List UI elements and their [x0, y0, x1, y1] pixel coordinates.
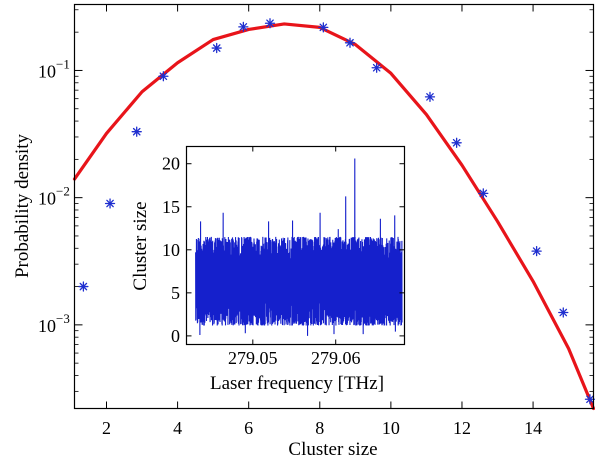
data-point-marker	[424, 91, 436, 103]
data-point-marker	[264, 18, 276, 29]
data-point-marker	[451, 137, 462, 148]
inset-signal-layer	[195, 158, 403, 336]
x-tick-label: 4	[173, 418, 182, 438]
data-point-marker	[238, 21, 249, 33]
data-point-marker	[211, 42, 222, 54]
cluster-size-signal-line	[195, 158, 403, 336]
inset-y-tick-label: 0	[171, 326, 180, 346]
data-point-marker	[318, 22, 329, 33]
inset-y-tick-label: 10	[162, 240, 180, 260]
x-tick-label: 10	[382, 418, 400, 438]
data-point-marker	[558, 307, 569, 318]
main-tick-label-layer: 2 4 6 8 10 12 14 10−3 10−2 10−1	[38, 56, 542, 438]
x-tick-label: 14	[524, 418, 542, 438]
inset-tick-label-layer: 279.05 279.06 0 5 10 15 20	[162, 154, 360, 368]
main-y-axis-label: Probability density	[12, 133, 33, 278]
y-tick-label: 10−1	[38, 56, 70, 81]
main-axes-frame	[73, 3, 595, 410]
x-tick-label: 12	[453, 418, 471, 438]
x-tick-label: 8	[315, 418, 324, 438]
main-x-axis-label: Cluster size	[288, 439, 377, 460]
main-tick-layer	[74, 4, 594, 409]
data-point-marker	[78, 281, 89, 292]
x-tick-label: 6	[244, 418, 253, 438]
data-point-marker	[531, 245, 542, 257]
y-tick-label: 10−3	[38, 311, 70, 336]
inset-tick-layer	[186, 146, 405, 345]
data-point-marker	[371, 62, 382, 73]
inset-y-tick-label: 15	[162, 197, 180, 217]
data-point-marker	[344, 37, 356, 48]
inset-axes-frame	[185, 145, 406, 346]
main-fit-curve-layer	[72, 22, 595, 411]
data-point-marker	[158, 71, 169, 82]
data-point-marker	[478, 188, 489, 199]
data-point-marker	[104, 198, 116, 209]
x-tick-label: 2	[102, 418, 111, 438]
y-tick-label: 10−2	[38, 184, 70, 209]
inset-x-tick-label: 279.06	[311, 348, 361, 368]
inset-y-tick-label: 5	[171, 283, 180, 303]
inset-y-axis-label: Cluster size	[130, 201, 151, 290]
inset-x-axis-label: Laser frequency [THz]	[210, 373, 384, 394]
inset-x-tick-label: 279.05	[228, 348, 278, 368]
data-point-marker	[131, 126, 142, 137]
fit-curve-line	[72, 22, 595, 411]
main-marker-layer	[78, 18, 595, 405]
inset-y-tick-label: 20	[162, 154, 180, 174]
